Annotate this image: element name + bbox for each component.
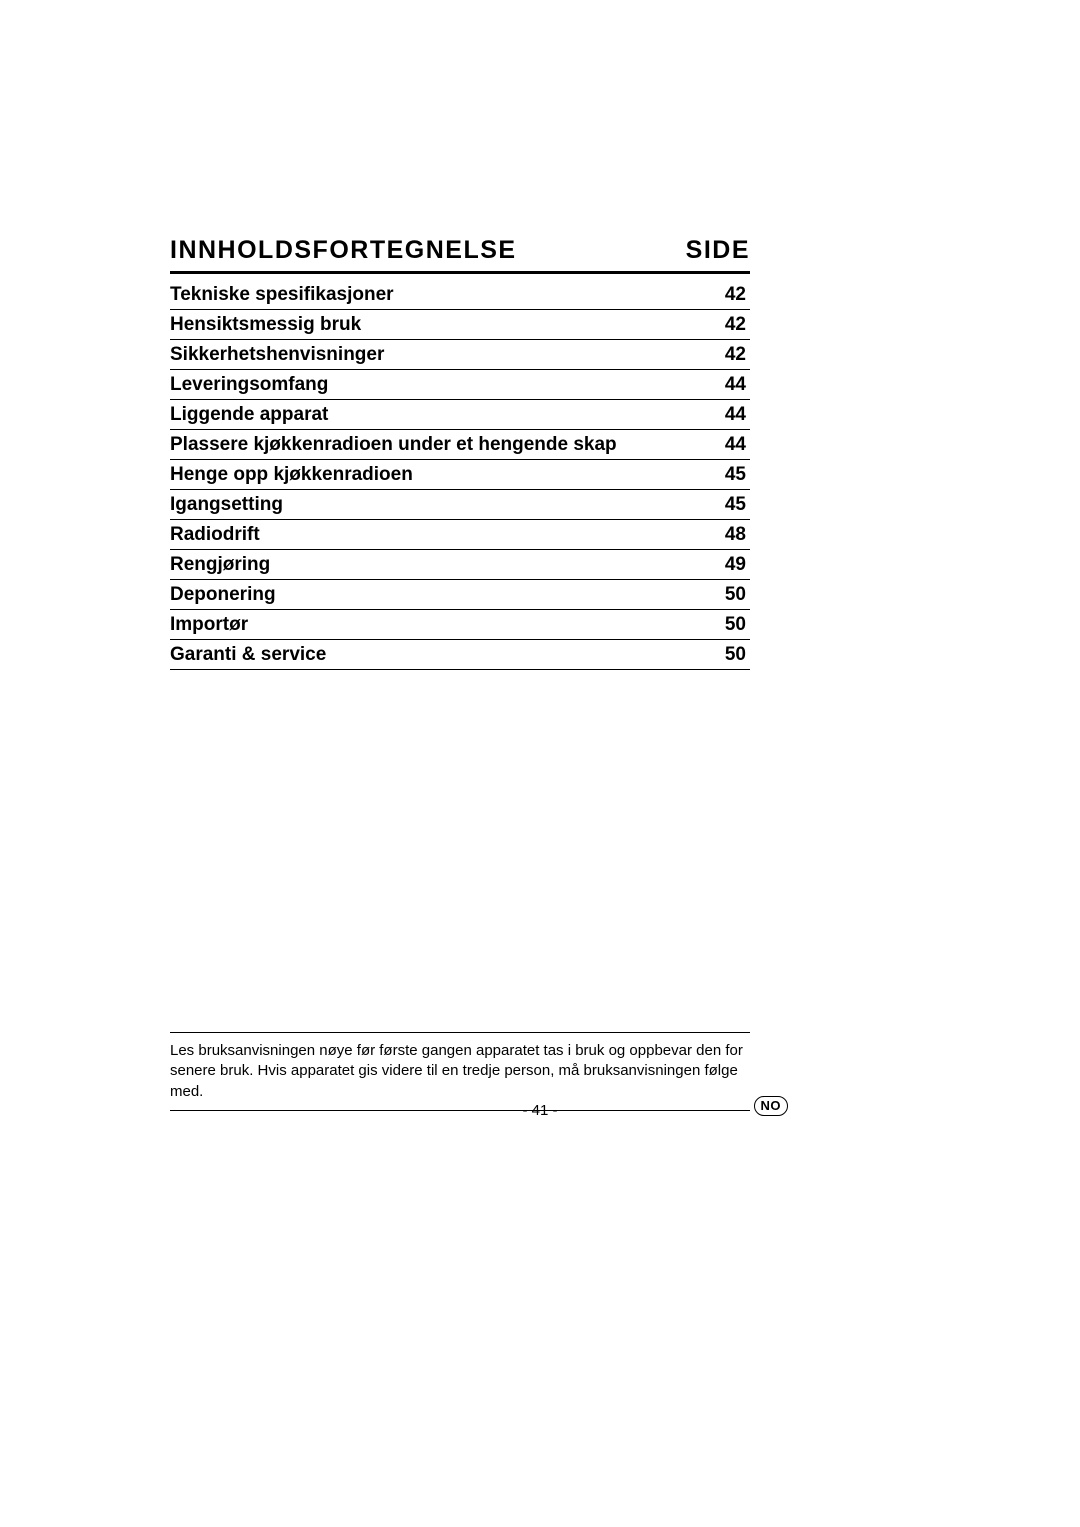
toc-heading-page: Side xyxy=(686,236,750,265)
toc-row-page: 45 xyxy=(725,464,750,486)
toc-row-page: 44 xyxy=(725,434,750,456)
footnote-block: Les bruksanvisningen nøye før første gan… xyxy=(170,1032,750,1111)
toc-row-title: Leveringsomfang xyxy=(170,374,328,396)
toc-row: Deponering 50 xyxy=(170,580,750,610)
language-badge: NO xyxy=(754,1096,789,1116)
toc-row-title: Radiodrift xyxy=(170,524,260,546)
toc-row: Importør 50 xyxy=(170,610,750,640)
toc-row-title: Deponering xyxy=(170,584,276,606)
toc-row-page: 42 xyxy=(725,284,750,306)
toc-row-title: Garanti & service xyxy=(170,644,326,666)
toc-row-title: Hensiktsmessig bruk xyxy=(170,314,361,336)
toc-row-title: Henge opp kjøkkenradioen xyxy=(170,464,413,486)
toc-row: Radiodrift 48 xyxy=(170,520,750,550)
toc-row-title: Sikkerhetshenvisninger xyxy=(170,344,384,366)
toc-row-page: 42 xyxy=(725,344,750,366)
toc-row-title: Igangsetting xyxy=(170,494,283,516)
toc-row-page: 50 xyxy=(725,584,750,606)
toc-heading-title: Innholdsfortegnelse xyxy=(170,236,517,265)
footnote-rule-top xyxy=(170,1032,750,1033)
toc-row-page: 50 xyxy=(725,644,750,666)
page-number: - 41 - xyxy=(0,1102,1080,1119)
toc-list: Tekniske spesifikasjoner42Hensiktsmessig… xyxy=(170,280,750,670)
toc-row-page: 45 xyxy=(725,494,750,516)
content-area: Innholdsfortegnelse Side Tekniske spesif… xyxy=(170,236,750,670)
toc-row-page: 48 xyxy=(725,524,750,546)
toc-row-page: 49 xyxy=(725,554,750,576)
footnote-text: Les bruksanvisningen nøye før første gan… xyxy=(170,1041,750,1102)
toc-row-page: 42 xyxy=(725,314,750,336)
toc-row-title: Liggende apparat xyxy=(170,404,328,426)
toc-row: Henge opp kjøkkenradioen 45 xyxy=(170,460,750,490)
toc-row: Plassere kjøkkenradioen under et hengend… xyxy=(170,430,750,460)
toc-row-page: 50 xyxy=(725,614,750,636)
toc-row-title: Plassere kjøkkenradioen under et hengend… xyxy=(170,434,617,456)
toc-row: Tekniske spesifikasjoner 42 xyxy=(170,280,750,310)
toc-row-title: Tekniske spesifikasjoner xyxy=(170,284,394,306)
toc-row: Igangsetting 45 xyxy=(170,490,750,520)
toc-row: Leveringsomfang 44 xyxy=(170,370,750,400)
toc-row: Garanti & service 50 xyxy=(170,640,750,670)
toc-row-page: 44 xyxy=(725,374,750,396)
toc-row-title: Rengjøring xyxy=(170,554,270,576)
toc-row: Rengjøring 49 xyxy=(170,550,750,580)
toc-heading-row: Innholdsfortegnelse Side xyxy=(170,236,750,274)
toc-row-title: Importør xyxy=(170,614,248,636)
toc-row: Sikkerhetshenvisninger 42 xyxy=(170,340,750,370)
toc-row-page: 44 xyxy=(725,404,750,426)
toc-row: Hensiktsmessig bruk 42 xyxy=(170,310,750,340)
toc-row: Liggende apparat 44 xyxy=(170,400,750,430)
